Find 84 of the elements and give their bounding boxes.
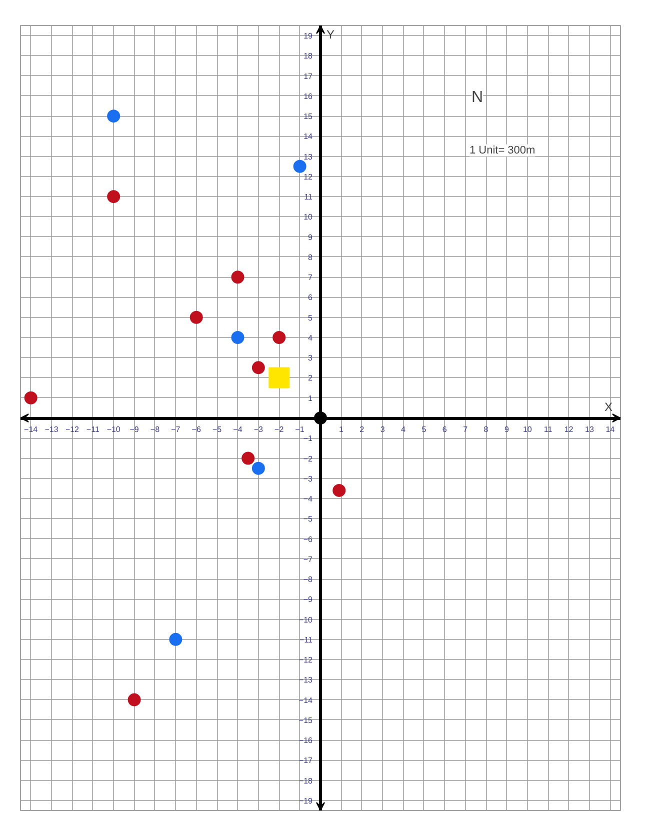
x-tick-label: 12 bbox=[564, 425, 574, 434]
x-tick-label: −8 bbox=[150, 425, 160, 434]
y-tick-label: −11 bbox=[300, 635, 314, 644]
y-tick-label: −18 bbox=[298, 776, 314, 786]
point bbox=[268, 367, 290, 388]
x-tick-label: 8 bbox=[484, 425, 489, 434]
y-tick-label: −4 bbox=[303, 494, 314, 504]
y-tick-label: −15 bbox=[298, 716, 314, 725]
x-tick-label: −13 bbox=[44, 425, 59, 434]
point bbox=[293, 160, 306, 173]
y-tick-label: −14 bbox=[298, 696, 314, 705]
point bbox=[252, 361, 265, 374]
y-tick-label: 16 bbox=[304, 92, 314, 101]
y-tick-label: −17 bbox=[298, 756, 314, 766]
y-tick-label: 1 bbox=[308, 394, 314, 403]
y-tick-label: −3 bbox=[303, 474, 314, 484]
x-tick-label: 4 bbox=[401, 425, 406, 434]
x-tick-label: −10 bbox=[106, 425, 121, 434]
x-axis-title: X bbox=[604, 400, 613, 414]
y-tick-label: 5 bbox=[308, 313, 314, 322]
y-tick-label: −16 bbox=[298, 736, 314, 746]
point bbox=[169, 632, 182, 646]
x-tick-label: 13 bbox=[585, 425, 594, 434]
y-tick-label: −12 bbox=[298, 656, 314, 665]
annotation: 1 Unit= 300m bbox=[469, 144, 536, 156]
annotation: N bbox=[472, 89, 484, 106]
y-tick-label: 7 bbox=[308, 273, 314, 282]
y-tick-label: 4 bbox=[308, 333, 314, 342]
y-tick-label: 18 bbox=[304, 52, 314, 61]
x-tick-label: 1 bbox=[338, 425, 344, 434]
point bbox=[332, 484, 346, 497]
x-tick-label: −11 bbox=[86, 425, 100, 434]
y-tick-label: −1 bbox=[303, 434, 314, 444]
y-tick-label: 8 bbox=[308, 252, 314, 262]
x-tick-label: −4 bbox=[233, 425, 243, 434]
y-tick-label: −5 bbox=[303, 514, 314, 524]
x-tick-label: 5 bbox=[422, 425, 427, 434]
point bbox=[107, 110, 120, 123]
y-tick-label: 2 bbox=[308, 374, 314, 383]
point bbox=[272, 331, 286, 344]
x-tick-label: 14 bbox=[606, 425, 616, 434]
x-tick-label: 6 bbox=[442, 425, 448, 434]
y-tick-label: 17 bbox=[304, 72, 314, 81]
y-tick-label: −2 bbox=[303, 454, 314, 464]
x-tick-label: 7 bbox=[463, 425, 468, 434]
y-axis-title: Y bbox=[326, 28, 335, 42]
y-tick-label: −19 bbox=[298, 796, 314, 806]
x-tick-label: 11 bbox=[544, 425, 553, 434]
y-tick-label: −10 bbox=[298, 615, 314, 624]
y-tick-label: 15 bbox=[304, 112, 314, 122]
y-tick-label: −9 bbox=[303, 595, 314, 604]
y-tick-label: 3 bbox=[308, 354, 314, 363]
y-tick-label: 10 bbox=[304, 212, 314, 222]
point bbox=[128, 693, 141, 706]
y-tick-label: 12 bbox=[304, 172, 314, 182]
x-tick-label: −2 bbox=[274, 425, 284, 434]
y-tick-label: −8 bbox=[303, 575, 314, 584]
point bbox=[231, 270, 244, 284]
x-tick-label: −3 bbox=[254, 425, 264, 434]
y-tick-label: 11 bbox=[304, 192, 314, 202]
point bbox=[242, 452, 255, 465]
x-tick-label: 9 bbox=[504, 425, 510, 434]
x-tick-label: −12 bbox=[65, 425, 80, 434]
x-tick-label: 2 bbox=[360, 425, 365, 434]
y-tick-label: 14 bbox=[304, 132, 314, 142]
x-tick-label: −7 bbox=[171, 425, 181, 434]
y-tick-label: −6 bbox=[303, 534, 314, 544]
point bbox=[107, 190, 120, 204]
y-tick-label: −7 bbox=[303, 554, 314, 564]
x-tick-label: −9 bbox=[130, 425, 140, 434]
point bbox=[190, 310, 203, 324]
x-tick-label: −6 bbox=[192, 425, 202, 434]
point bbox=[231, 331, 244, 344]
x-tick-label: 10 bbox=[522, 425, 532, 434]
y-tick-label: 13 bbox=[304, 152, 314, 162]
y-tick-label: −13 bbox=[298, 676, 314, 685]
y-tick-label: 9 bbox=[308, 232, 314, 242]
x-tick-label: −14 bbox=[24, 425, 38, 434]
y-tick-label: 19 bbox=[304, 32, 314, 41]
x-tick-label: −5 bbox=[212, 425, 222, 434]
point bbox=[24, 391, 38, 404]
y-tick-label: 6 bbox=[308, 293, 314, 302]
x-tick-label: 3 bbox=[380, 425, 386, 434]
point bbox=[252, 462, 265, 475]
